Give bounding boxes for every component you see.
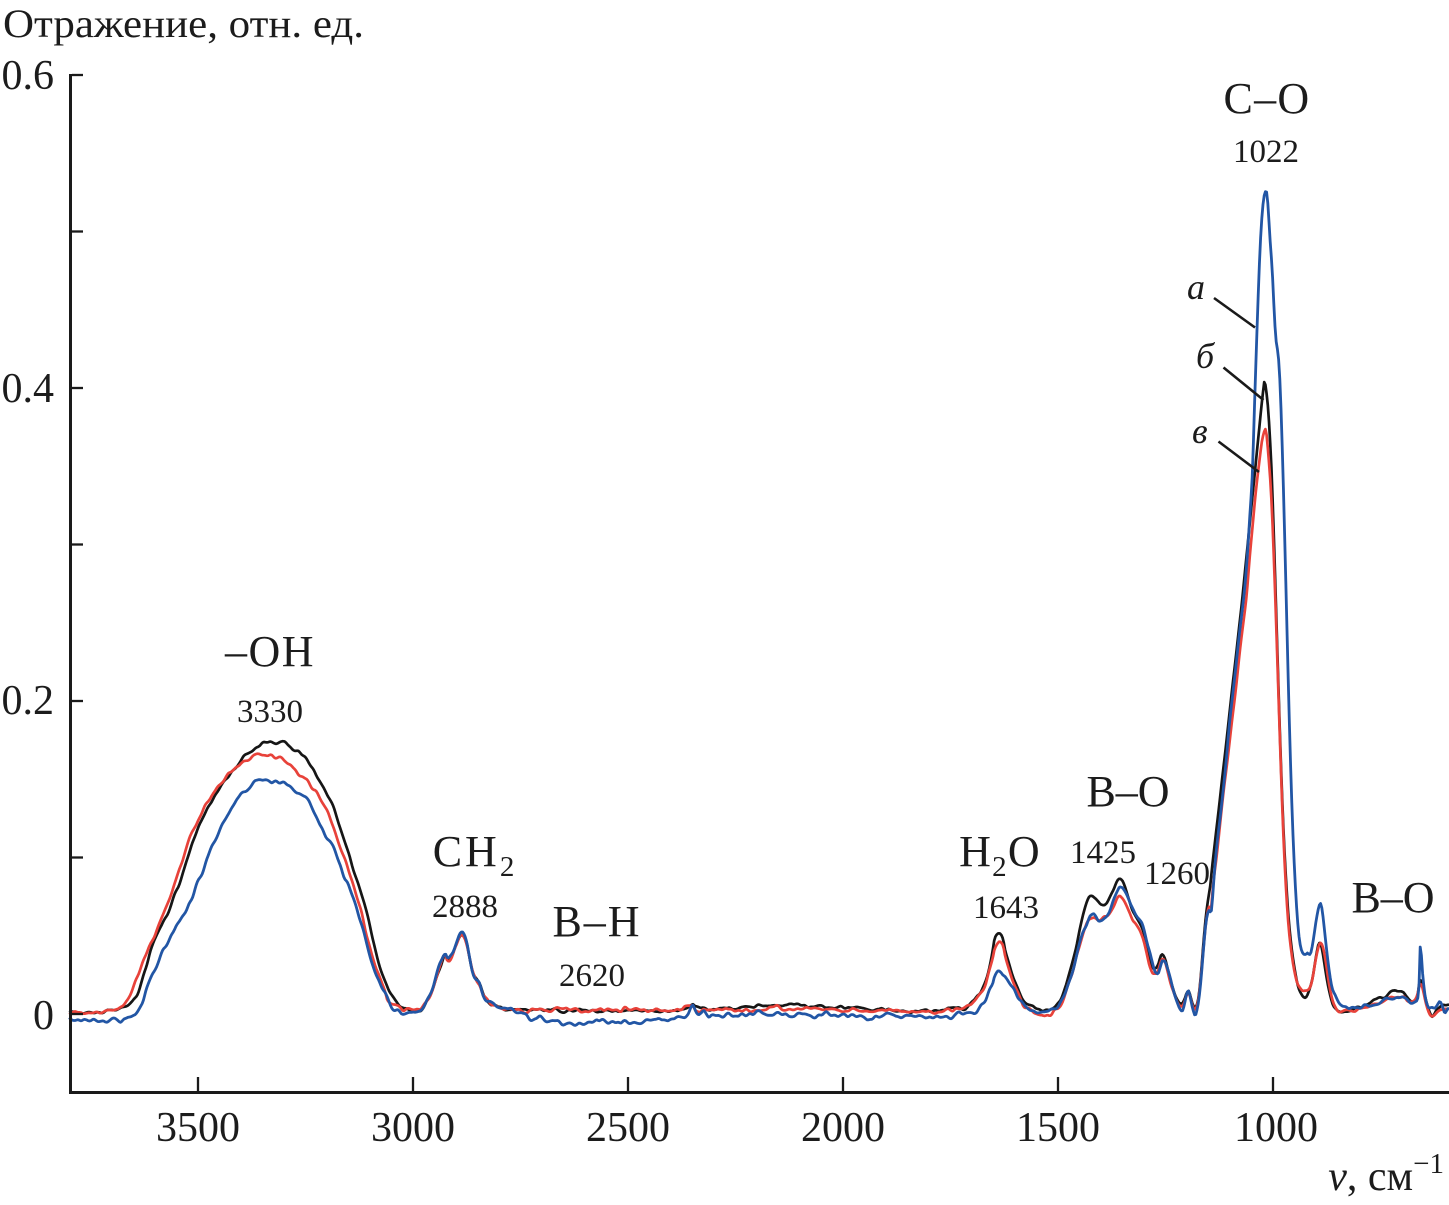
- svg-text:2888: 2888: [432, 889, 498, 925]
- svg-text:1000: 1000: [1234, 1105, 1318, 1151]
- svg-text:Отражение, отн. ед.: Отражение, отн. ед.: [3, 1, 364, 46]
- svg-text:0.2: 0.2: [2, 678, 55, 724]
- svg-text:1500: 1500: [1016, 1105, 1100, 1151]
- svg-text:1260: 1260: [1144, 856, 1210, 892]
- svg-text:а: а: [1187, 267, 1205, 307]
- svg-text:1022: 1022: [1233, 134, 1299, 170]
- svg-text:–OH: –OH: [224, 627, 315, 676]
- svg-text:ν, см−1: ν, см−1: [1328, 1148, 1444, 1200]
- svg-text:0.4: 0.4: [2, 366, 55, 412]
- svg-text:B–O: B–O: [1086, 767, 1169, 816]
- svg-text:C–O: C–O: [1223, 74, 1310, 123]
- svg-text:0.6: 0.6: [2, 53, 55, 99]
- svg-text:2500: 2500: [586, 1105, 670, 1151]
- svg-text:б: б: [1196, 336, 1216, 376]
- svg-text:в: в: [1192, 411, 1208, 451]
- svg-text:B–H: B–H: [552, 897, 641, 946]
- svg-text:3500: 3500: [156, 1105, 240, 1151]
- svg-text:3000: 3000: [371, 1105, 455, 1151]
- svg-text:2620: 2620: [559, 958, 625, 994]
- svg-text:B–O: B–O: [1351, 873, 1434, 922]
- svg-text:3330: 3330: [237, 694, 303, 730]
- svg-text:1425: 1425: [1070, 835, 1136, 871]
- svg-text:1643: 1643: [973, 890, 1039, 926]
- svg-text:0: 0: [33, 993, 54, 1039]
- svg-text:2000: 2000: [801, 1105, 885, 1151]
